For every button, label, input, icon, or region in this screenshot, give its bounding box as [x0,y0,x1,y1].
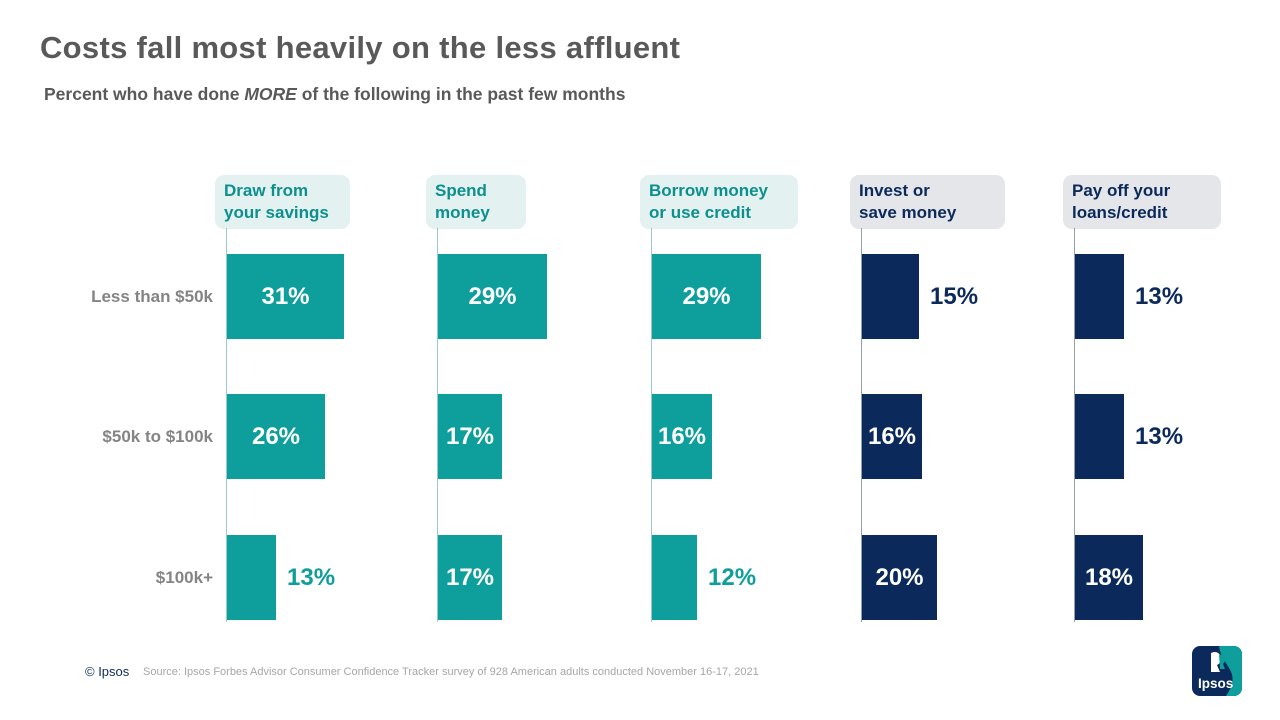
subtitle-suffix: of the following in the past few months [296,84,626,104]
bar-borrow-money-or-use-credit-less-than-50k: 29% [652,254,761,339]
column-header-pay-off-your-loans-credit: Pay off your loans/credit [1063,175,1221,229]
column-header-line: your savings [224,203,329,222]
bar-value-label: 29% [468,282,517,310]
bar-value-label: 13% [1135,282,1184,310]
ipsos-logo: Ipsos [1192,646,1242,696]
bar-value-label: 13% [1135,422,1184,450]
bar-value-label: 26% [251,422,301,450]
page-title: Costs fall most heavily on the less affl… [40,30,681,65]
chart-subtitle: Percent who have done MORE of the follow… [44,84,625,105]
column-header-line: Borrow money [649,181,769,200]
axis-line [226,228,227,622]
bar-spend-money-50k-to-100k: 17% [438,394,502,479]
subtitle-emphasis: MORE [244,84,297,104]
bar-draw-from-your-savings-50k-to-100k: 26% [227,394,325,479]
bar-borrow-money-or-use-credit-100k [652,535,697,620]
axis-line [1074,228,1075,622]
bar-value-label: 18% [1084,563,1134,591]
bar-pay-off-your-loans-credit-less-than-50k [1075,254,1124,339]
row-label-less-than-50k: Less than $50k [91,286,213,306]
bar-spend-money-100k: 17% [438,535,502,620]
bar-value-label: 17% [445,563,495,591]
column-header-line: money [435,203,490,222]
row-label-50k-to-100k: $50k to $100k [102,426,213,446]
column-header-spend-money: Spend money [426,175,526,229]
bar-invest-or-save-money-100k: 20% [862,535,937,620]
bar-value-label: 12% [708,563,757,591]
bar-value-label: 13% [287,563,336,591]
bar-value-label: 15% [930,282,979,310]
axis-line [861,228,862,622]
column-header-borrow-money-or-use-credit: Borrow money or use credit [640,175,798,229]
bar-pay-off-your-loans-credit-50k-to-100k [1075,394,1124,479]
bar-draw-from-your-savings-less-than-50k: 31% [227,254,344,339]
column-header-line: Spend [435,181,487,200]
bar-spend-money-less-than-50k: 29% [438,254,547,339]
bar-borrow-money-or-use-credit-50k-to-100k: 16% [652,394,712,479]
bar-draw-from-your-savings-100k [227,535,276,620]
bar-pay-off-your-loans-credit-100k: 18% [1075,535,1143,620]
column-header-line: Draw from [224,181,309,200]
bar-value-label: 17% [445,422,495,450]
column-header-line: save money [859,203,957,222]
column-header-line: loans/credit [1072,203,1168,222]
bar-invest-or-save-money-less-than-50k [862,254,919,339]
copyright-label: © Ipsos [85,664,130,679]
column-header-draw-from-your-savings: Draw from your savings [215,175,350,229]
bar-value-label: 16% [867,422,917,450]
column-header-line: Invest or [859,181,930,200]
row-label-100k: $100k+ [155,567,213,587]
source-note: Source: Ipsos Forbes Advisor Consumer Co… [143,666,759,678]
bar-value-label: 16% [657,422,707,450]
axis-line [651,228,652,622]
column-header-invest-or-save-money: Invest or save money [850,175,1005,229]
subtitle-prefix: Percent who have done [44,84,245,104]
bar-value-label: 29% [682,282,731,310]
bar-value-label: 20% [875,563,924,591]
bar-value-label: 31% [261,282,310,310]
column-header-line: Pay off your [1072,181,1171,200]
axis-line [437,228,438,622]
bar-invest-or-save-money-50k-to-100k: 16% [862,394,922,479]
column-header-line: or use credit [649,203,752,222]
ipsos-logo-text: Ipsos [1198,676,1233,691]
